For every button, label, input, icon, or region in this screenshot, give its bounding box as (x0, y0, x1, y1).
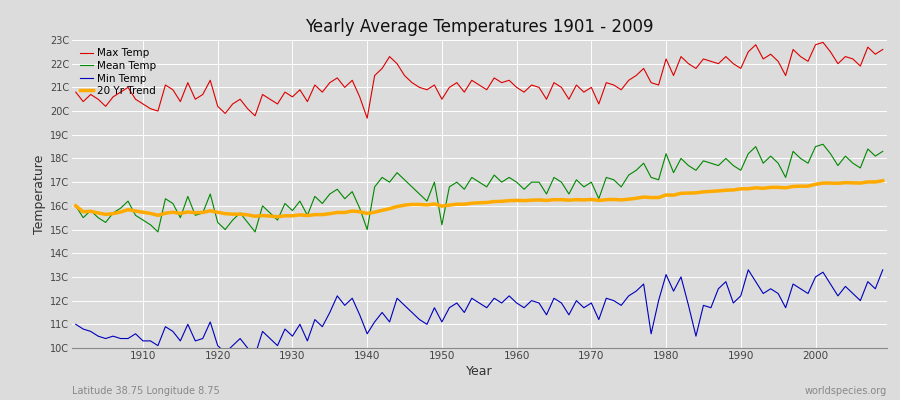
20 Yr Trend (518, 198, 529, 203)
Y-axis label: Temperature: Temperature (32, 154, 46, 234)
Mean Temp (817, 142, 828, 147)
Line: Mean Temp: Mean Temp (76, 144, 883, 232)
Mean Temp (302, 213, 313, 218)
Mean Temp (346, 189, 357, 194)
20 Yr Trend (878, 178, 888, 183)
20 Yr Trend (272, 214, 283, 219)
Max Temp (339, 85, 350, 90)
Mean Temp (70, 204, 81, 208)
Max Temp (878, 47, 888, 52)
Mean Temp (130, 213, 141, 218)
Legend: Max Temp, Mean Temp, Min Temp, 20 Yr Trend: Max Temp, Mean Temp, Min Temp, 20 Yr Tre… (77, 45, 159, 99)
Min Temp (878, 268, 888, 272)
Min Temp (302, 338, 313, 343)
Min Temp (511, 300, 522, 305)
Max Temp (294, 87, 305, 92)
Min Temp (346, 296, 357, 301)
Max Temp (518, 90, 529, 94)
20 Yr Trend (302, 213, 313, 218)
Line: Max Temp: Max Temp (76, 42, 883, 118)
20 Yr Trend (608, 197, 619, 202)
20 Yr Trend (130, 209, 141, 214)
Max Temp (130, 97, 141, 102)
Max Temp (362, 116, 373, 120)
Min Temp (742, 268, 753, 272)
20 Yr Trend (346, 209, 357, 214)
Mean Temp (152, 230, 163, 234)
20 Yr Trend (70, 204, 81, 208)
20 Yr Trend (511, 198, 522, 203)
Title: Yearly Average Temperatures 1901 - 2009: Yearly Average Temperatures 1901 - 2009 (305, 18, 653, 36)
X-axis label: Year: Year (466, 365, 492, 378)
Text: worldspecies.org: worldspecies.org (805, 386, 886, 396)
Min Temp (518, 305, 529, 310)
Line: Min Temp: Min Temp (76, 270, 883, 355)
Min Temp (249, 353, 260, 358)
Min Temp (130, 331, 141, 336)
Min Temp (70, 322, 81, 327)
Max Temp (70, 90, 81, 94)
Max Temp (511, 85, 522, 90)
Mean Temp (608, 177, 619, 182)
Min Temp (608, 298, 619, 303)
Max Temp (817, 40, 828, 45)
Line: 20 Yr Trend: 20 Yr Trend (76, 181, 883, 217)
Text: Latitude 38.75 Longitude 8.75: Latitude 38.75 Longitude 8.75 (72, 386, 220, 396)
Mean Temp (518, 187, 529, 192)
Max Temp (608, 83, 619, 88)
Mean Temp (878, 149, 888, 154)
Mean Temp (511, 180, 522, 184)
